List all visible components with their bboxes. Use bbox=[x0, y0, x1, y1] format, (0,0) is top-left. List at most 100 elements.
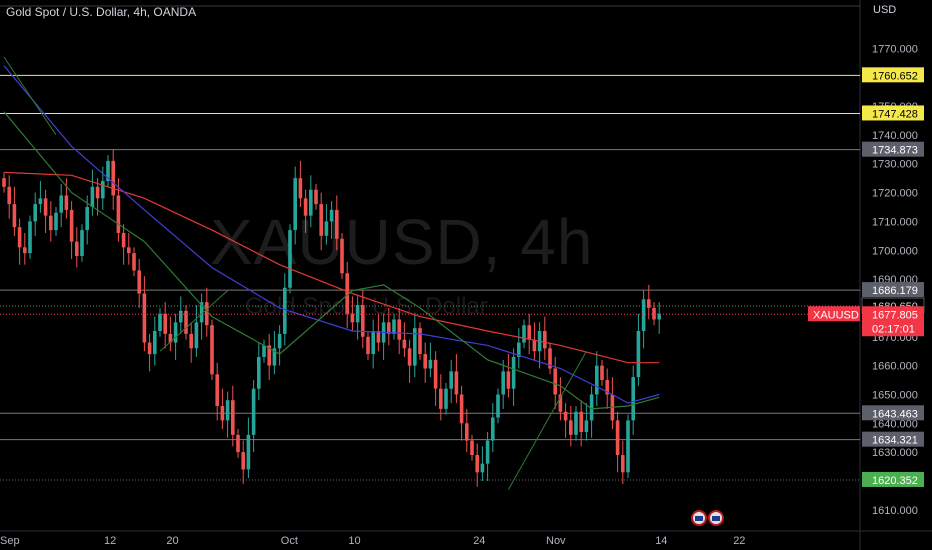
price-tick-label: 1700.000 bbox=[872, 245, 918, 257]
candle-body bbox=[116, 195, 121, 233]
candle-body bbox=[480, 463, 485, 473]
level-price-tag bbox=[862, 282, 924, 298]
price-tick-label: 1630.000 bbox=[872, 447, 918, 459]
candle-body bbox=[75, 241, 79, 257]
level-price-text: 1760.652 bbox=[872, 70, 918, 82]
candle-body bbox=[366, 336, 370, 355]
candle-body bbox=[314, 189, 318, 205]
candle-body bbox=[147, 342, 152, 355]
time-tick-label: 10 bbox=[348, 535, 360, 547]
candle-body bbox=[277, 333, 282, 349]
candle-body bbox=[303, 198, 308, 216]
candle-body bbox=[298, 178, 303, 199]
candle-body bbox=[636, 331, 641, 378]
price-tick-label: 1740.000 bbox=[872, 130, 918, 142]
candle-body bbox=[85, 206, 89, 231]
candle-body bbox=[80, 230, 84, 257]
candle-body bbox=[350, 313, 355, 323]
candle-body bbox=[470, 440, 474, 456]
candle-body bbox=[657, 313, 661, 320]
candle-body bbox=[54, 212, 58, 231]
trend-line[interactable] bbox=[3, 56, 57, 136]
symbol-tag-text: XAUUSD bbox=[813, 309, 859, 321]
candle-body bbox=[605, 380, 609, 395]
candle-body bbox=[272, 348, 277, 366]
candle-body bbox=[485, 440, 490, 464]
candle-body bbox=[641, 299, 646, 332]
ma-red-line bbox=[3, 171, 660, 364]
candle-body bbox=[33, 204, 37, 222]
candle-body bbox=[335, 209, 339, 239]
candle-body bbox=[428, 359, 433, 369]
time-tick-label: Oct bbox=[281, 535, 298, 547]
level-price-tag bbox=[862, 67, 924, 83]
candle-body bbox=[43, 198, 48, 216]
candle-body bbox=[28, 221, 32, 254]
candle-body bbox=[236, 434, 240, 453]
time-tick-label: 14 bbox=[655, 535, 667, 547]
price-tick-label: 1730.000 bbox=[872, 159, 918, 171]
price-tick-label: 1660.000 bbox=[872, 361, 918, 373]
us-flag-event-icon[interactable] bbox=[708, 510, 724, 526]
candle-body bbox=[262, 345, 266, 357]
us-flag-event-icon[interactable] bbox=[691, 510, 707, 526]
candle-body bbox=[433, 359, 438, 389]
candles-group bbox=[2, 149, 661, 487]
trend-line[interactable] bbox=[159, 290, 228, 352]
candle-body bbox=[361, 305, 365, 337]
candle-body bbox=[251, 388, 256, 435]
ma-blue-line bbox=[3, 65, 660, 404]
candle-body bbox=[501, 371, 505, 395]
candle-body bbox=[38, 198, 43, 205]
trend-line[interactable] bbox=[507, 350, 587, 490]
candle-body bbox=[652, 307, 656, 320]
candle-body bbox=[106, 160, 110, 182]
candle-body bbox=[584, 420, 589, 432]
candle-body bbox=[511, 356, 516, 389]
candle-body bbox=[574, 411, 578, 435]
candle-body bbox=[543, 331, 547, 349]
candle-body bbox=[621, 455, 625, 473]
candle-body bbox=[407, 348, 412, 366]
candle-body bbox=[158, 313, 162, 332]
price-tick-label: 1720.000 bbox=[872, 188, 918, 200]
candle-body bbox=[647, 299, 651, 308]
ma-green-line bbox=[3, 111, 660, 410]
candle-body bbox=[491, 417, 495, 441]
countdown-text: 02:17:01 bbox=[872, 323, 915, 335]
candle-body bbox=[23, 247, 27, 254]
candle-body bbox=[402, 339, 407, 349]
price-tick-label: 1770.000 bbox=[872, 43, 918, 55]
time-tick-label: Nov bbox=[546, 535, 566, 547]
time-tick-label: 22 bbox=[733, 535, 745, 547]
candle-body bbox=[615, 420, 620, 456]
candle-body bbox=[569, 420, 573, 435]
candle-body bbox=[184, 310, 188, 334]
candle-body bbox=[329, 209, 334, 222]
candle-body bbox=[527, 325, 531, 340]
candle-body bbox=[163, 313, 167, 334]
candle-body bbox=[319, 204, 323, 236]
candle-body bbox=[127, 247, 131, 254]
candle-body bbox=[121, 232, 126, 248]
candle-body bbox=[340, 238, 344, 274]
candle-body bbox=[355, 305, 360, 323]
candle-body bbox=[199, 302, 204, 323]
candle-body bbox=[257, 356, 261, 389]
symbol-watermark: XAUUSD, 4h bbox=[210, 206, 594, 278]
candle-body bbox=[142, 293, 147, 343]
candle-body bbox=[210, 325, 214, 375]
candle-body bbox=[179, 310, 183, 323]
candle-body bbox=[589, 394, 594, 421]
candle-body bbox=[454, 371, 459, 395]
candle-body bbox=[423, 354, 427, 369]
level-price-text: 1620.352 bbox=[872, 475, 918, 487]
candle-body bbox=[137, 270, 141, 294]
candle-body bbox=[225, 400, 230, 421]
candle-body bbox=[69, 209, 74, 242]
candle-body bbox=[413, 328, 417, 366]
level-price-text: 1634.321 bbox=[872, 435, 918, 447]
price-tick-label: 1640.000 bbox=[872, 418, 918, 430]
